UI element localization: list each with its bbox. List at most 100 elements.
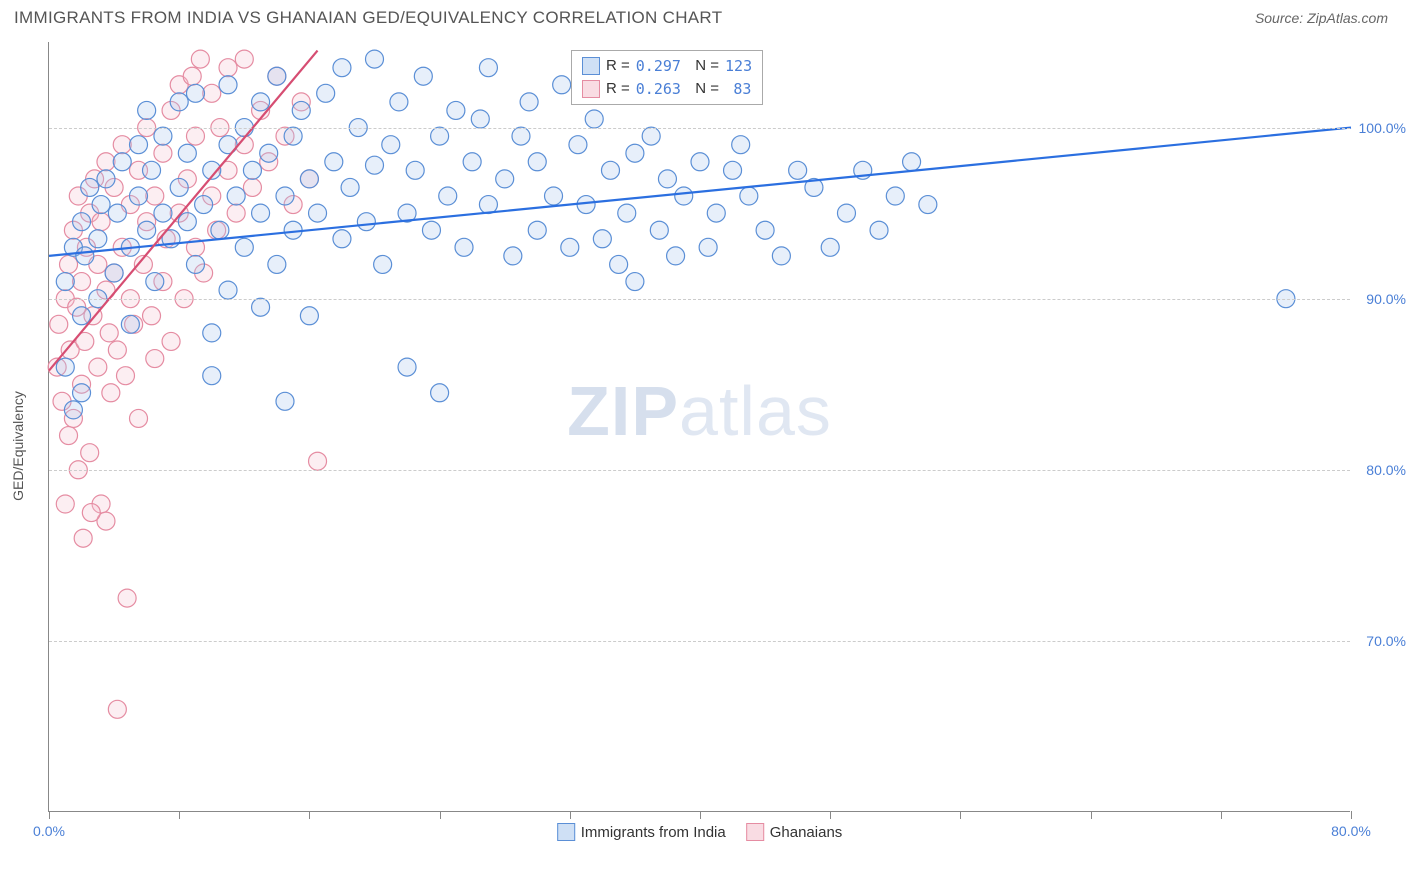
- scatter-point-ghana: [60, 255, 78, 273]
- scatter-point-india: [732, 136, 750, 154]
- scatter-point-india: [73, 213, 91, 231]
- scatter-point-india: [740, 187, 758, 205]
- scatter-point-india: [154, 127, 172, 145]
- scatter-point-ghana: [162, 332, 180, 350]
- x-tick: [1221, 811, 1222, 819]
- scatter-point-india: [561, 238, 579, 256]
- scatter-point-india: [919, 196, 937, 214]
- scatter-point-ghana: [74, 529, 92, 547]
- y-tick-label: 100.0%: [1359, 120, 1406, 136]
- scatter-point-india: [366, 50, 384, 68]
- scatter-point-india: [870, 221, 888, 239]
- scatter-point-india: [235, 238, 253, 256]
- scatter-point-india: [186, 255, 204, 273]
- scatter-point-india: [292, 101, 310, 119]
- scatter-point-ghana: [130, 409, 148, 427]
- scatter-point-india: [81, 178, 99, 196]
- scatter-point-india: [170, 93, 188, 111]
- scatter-point-india: [667, 247, 685, 265]
- scatter-point-ghana: [73, 273, 91, 291]
- legend-swatch-india-bottom: [557, 823, 575, 841]
- series-legend: Immigrants from India Ghanaians: [557, 823, 843, 841]
- scatter-point-ghana: [82, 504, 100, 522]
- gridline-h: [49, 299, 1350, 300]
- scatter-point-india: [333, 230, 351, 248]
- scatter-point-india: [178, 144, 196, 162]
- scatter-point-india: [406, 161, 424, 179]
- scatter-point-india: [707, 204, 725, 222]
- legend-item-ghana: Ghanaians: [746, 823, 843, 841]
- scatter-point-india: [73, 307, 91, 325]
- scatter-point-india: [268, 255, 286, 273]
- scatter-point-india: [504, 247, 522, 265]
- scatter-point-india: [211, 221, 229, 239]
- scatter-point-india: [431, 127, 449, 145]
- scatter-point-ghana: [186, 127, 204, 145]
- scatter-point-india: [463, 153, 481, 171]
- scatter-point-india: [121, 315, 139, 333]
- scatter-point-india: [528, 221, 546, 239]
- chart-plot-area: ZIPatlas R = 0.297 N = 123 R = 0.263 N =…: [48, 42, 1350, 812]
- scatter-point-india: [658, 170, 676, 188]
- scatter-point-india: [138, 101, 156, 119]
- scatter-point-india: [300, 170, 318, 188]
- scatter-point-india: [626, 144, 644, 162]
- scatter-point-india: [243, 161, 261, 179]
- scatter-point-india: [252, 93, 270, 111]
- legend-row-ghana: R = 0.263 N = 83: [582, 78, 752, 101]
- scatter-point-india: [471, 110, 489, 128]
- scatter-point-ghana: [235, 50, 253, 68]
- scatter-point-india: [284, 127, 302, 145]
- scatter-point-india: [154, 204, 172, 222]
- scatter-point-india: [772, 247, 790, 265]
- scatter-point-india: [203, 367, 221, 385]
- scatter-point-india: [105, 264, 123, 282]
- scatter-point-india: [439, 187, 457, 205]
- y-axis-label: GED/Equivalency: [10, 391, 26, 501]
- y-tick-label: 70.0%: [1366, 633, 1406, 649]
- scatter-point-india: [390, 93, 408, 111]
- scatter-point-india: [143, 161, 161, 179]
- scatter-point-india: [64, 401, 82, 419]
- scatter-point-india: [545, 187, 563, 205]
- scatter-point-india: [130, 187, 148, 205]
- scatter-point-india: [496, 170, 514, 188]
- scatter-point-india: [325, 153, 343, 171]
- scatter-point-ghana: [108, 700, 126, 718]
- scatter-point-india: [837, 204, 855, 222]
- scatter-point-ghana: [89, 358, 107, 376]
- scatter-point-india: [92, 196, 110, 214]
- scatter-point-ghana: [118, 589, 136, 607]
- scatter-point-india: [447, 101, 465, 119]
- scatter-point-ghana: [143, 307, 161, 325]
- scatter-point-india: [276, 392, 294, 410]
- x-tick: [49, 811, 50, 819]
- scatter-point-ghana: [219, 59, 237, 77]
- scatter-point-india: [691, 153, 709, 171]
- legend-swatch-ghana: [582, 80, 600, 98]
- scatter-point-india: [252, 298, 270, 316]
- scatter-svg: [49, 42, 1350, 811]
- scatter-point-india: [821, 238, 839, 256]
- scatter-point-ghana: [108, 341, 126, 359]
- scatter-point-india: [422, 221, 440, 239]
- scatter-point-india: [414, 67, 432, 85]
- scatter-point-india: [610, 255, 628, 273]
- scatter-point-ghana: [56, 495, 74, 513]
- scatter-point-india: [252, 204, 270, 222]
- scatter-point-ghana: [183, 67, 201, 85]
- scatter-point-india: [203, 324, 221, 342]
- scatter-point-india: [108, 204, 126, 222]
- legend-swatch-india: [582, 57, 600, 75]
- scatter-point-ghana: [154, 144, 172, 162]
- scatter-point-india: [146, 273, 164, 291]
- scatter-point-ghana: [100, 324, 118, 342]
- scatter-point-india: [219, 281, 237, 299]
- scatter-point-india: [170, 178, 188, 196]
- y-tick-label: 80.0%: [1366, 462, 1406, 478]
- scatter-point-ghana: [92, 213, 110, 231]
- scatter-point-india: [341, 178, 359, 196]
- scatter-point-ghana: [50, 315, 68, 333]
- scatter-point-india: [113, 153, 131, 171]
- scatter-point-india: [618, 204, 636, 222]
